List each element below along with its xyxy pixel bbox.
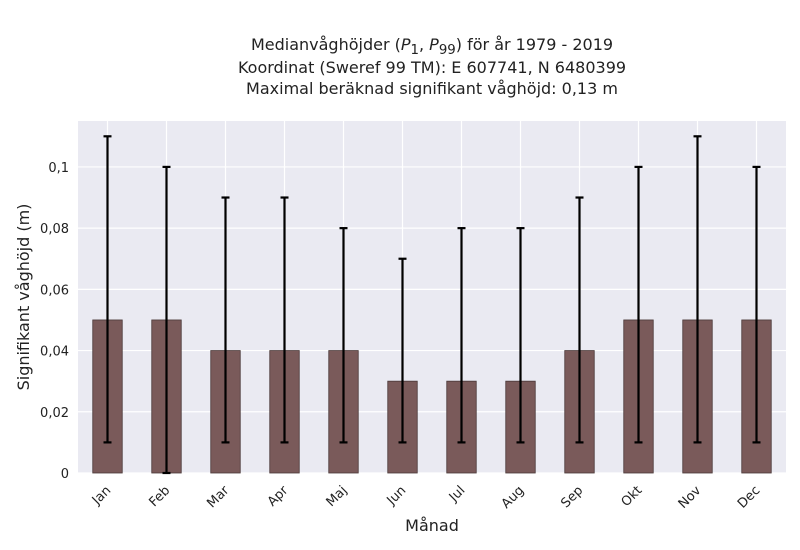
y-axis-label: Signifikant våghöjd (m) <box>14 204 33 391</box>
chart-title-line-1: Medianvåghöjder (P1, P99) för år 1979 - … <box>250 35 614 59</box>
chart-title-line-3: Maximal beräknad signifikant våghöjd: 0,… <box>246 79 618 98</box>
y-tick-label: 0,06 <box>40 283 69 298</box>
chart-title-line-2: Koordinat (Sweref 99 TM): E 607741, N 64… <box>237 58 627 77</box>
x-tick-label: Jun <box>384 483 410 509</box>
x-axis-label: Månad <box>405 516 459 535</box>
plot-area <box>78 121 786 473</box>
x-tick-label: Nov <box>676 483 705 512</box>
y-tick-label: 0,04 <box>40 345 69 360</box>
y-tick-labels: 0 0,02 0,04 0,06 0,08 0,1 <box>40 161 69 482</box>
x-tick-label: Okt <box>619 483 646 510</box>
y-tick-label: 0,1 <box>48 161 69 176</box>
x-tick-label: Sep <box>558 483 586 511</box>
y-tick-label: 0,08 <box>40 222 69 237</box>
y-tick-label: 0 <box>61 467 69 482</box>
error-bars <box>103 135 761 475</box>
y-tick-label: 0,02 <box>40 406 69 421</box>
x-tick-label: Mar <box>204 483 232 511</box>
x-tick-label: Jan <box>89 483 114 508</box>
x-tick-label: Jul <box>446 483 468 505</box>
x-tick-label: Feb <box>146 483 173 510</box>
x-tick-label: Apr <box>265 483 292 510</box>
x-tick-labels: Jan Feb Mar Apr Maj Jun Jul Aug Sep Okt Nov Dec <box>89 483 763 512</box>
x-tick-label: Maj <box>324 483 351 510</box>
x-tick-label: Aug <box>499 483 528 512</box>
x-tick-label: Dec <box>735 483 763 511</box>
